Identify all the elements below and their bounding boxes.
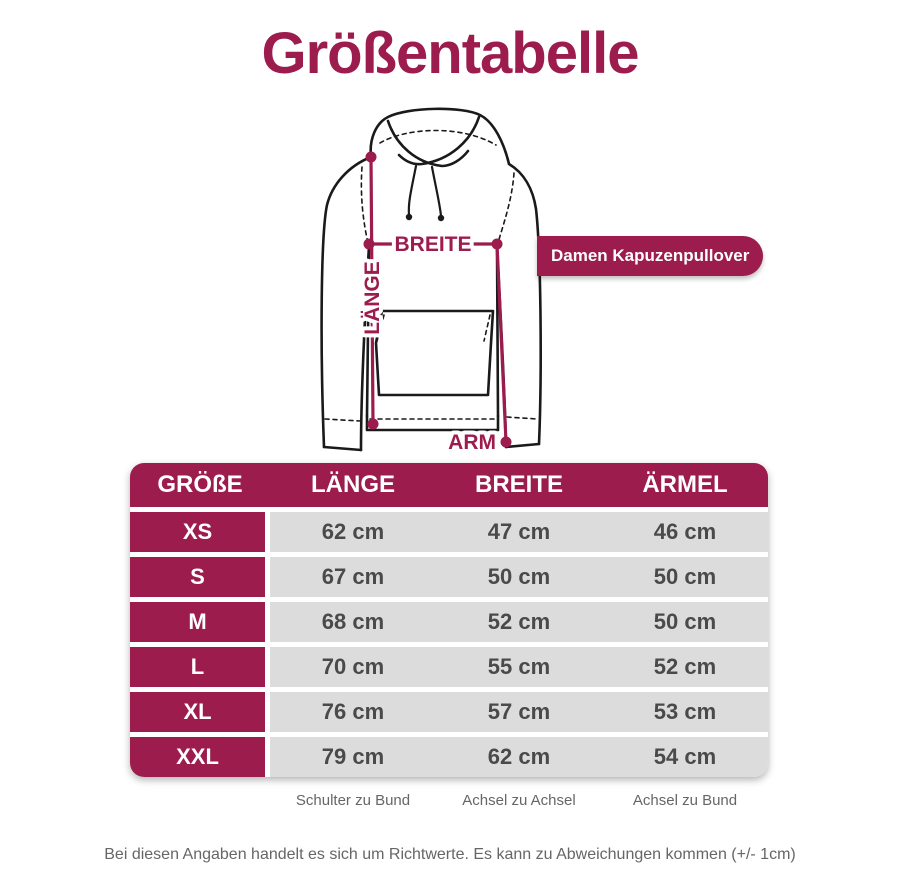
header-laenge: LÄNGE	[311, 471, 395, 498]
row-values: 79 cm 62 cm 54 cm	[270, 737, 768, 777]
row-values: 70 cm 55 cm 52 cm	[270, 647, 768, 687]
size-table: GRÖßE LÄNGE BREITE ÄRMEL XS 62 cm 47 cm …	[130, 463, 768, 777]
arm-measure-line	[495, 242, 508, 444]
breite-value: 55 cm	[487, 654, 551, 679]
table-row-xxl: XXL 79 cm 62 cm 54 cm	[130, 737, 768, 777]
laenge-label: LÄNGE	[361, 261, 384, 335]
table-row-xl: XL 76 cm 57 cm 53 cm	[130, 692, 768, 732]
size-cell: L	[130, 647, 265, 687]
size-table-header: GRÖßE LÄNGE BREITE ÄRMEL	[130, 463, 768, 507]
header-groesse: GRÖßE	[157, 471, 243, 498]
hoodie-diagram: BREITE LÄNGE ARM	[300, 103, 550, 473]
laenge-value: 76 cm	[321, 699, 385, 724]
arm-label: ARM	[448, 431, 496, 454]
table-row-m: M 68 cm 52 cm 50 cm	[130, 602, 768, 642]
aermel-value: 50 cm	[653, 564, 717, 589]
footnote-laenge: Schulter zu Bund	[295, 792, 411, 809]
breite-value: 50 cm	[487, 564, 551, 589]
aermel-value: 53 cm	[653, 699, 717, 724]
breite-label: BREITE	[394, 233, 471, 256]
breite-value: 62 cm	[487, 744, 551, 769]
size-cell: M	[130, 602, 265, 642]
page-title: Größentabelle	[261, 21, 640, 86]
disclaimer-text: Bei diesen Angaben handelt es sich um Ri…	[104, 846, 796, 863]
size-cell: S	[130, 557, 265, 597]
footnote-aermel: Achsel zu Bund	[632, 792, 738, 809]
table-row-s: S 67 cm 50 cm 50 cm	[130, 557, 768, 597]
aermel-value: 54 cm	[653, 744, 717, 769]
breite-value: 57 cm	[487, 699, 551, 724]
measurement-footnotes: Schulter zu Bund Achsel zu Achsel Achsel…	[130, 792, 768, 809]
aermel-value: 52 cm	[653, 654, 717, 679]
row-values: 68 cm 52 cm 50 cm	[270, 602, 768, 642]
breite-value: 52 cm	[487, 609, 551, 634]
aermel-value: 50 cm	[653, 609, 717, 634]
table-row-l: L 70 cm 55 cm 52 cm	[130, 647, 768, 687]
laenge-value: 68 cm	[321, 609, 385, 634]
row-values: 67 cm 50 cm 50 cm	[270, 557, 768, 597]
laenge-measure-line	[369, 155, 375, 426]
row-values: 62 cm 47 cm 46 cm	[270, 512, 768, 552]
size-cell: XXL	[130, 737, 265, 777]
row-values: 76 cm 57 cm 53 cm	[270, 692, 768, 732]
header-aermel: ÄRMEL	[642, 471, 728, 498]
laenge-value: 67 cm	[321, 564, 385, 589]
laenge-value: 70 cm	[321, 654, 385, 679]
product-type-badge: Damen Kapuzenpullover	[537, 236, 764, 276]
laenge-value: 62 cm	[321, 519, 385, 544]
table-row-xs: XS 62 cm 47 cm 46 cm	[130, 512, 768, 552]
size-cell: XS	[130, 512, 265, 552]
hoodie-illustration: BREITE LÄNGE ARM	[320, 107, 542, 458]
aermel-value: 46 cm	[653, 519, 717, 544]
breite-value: 47 cm	[487, 519, 551, 544]
header-breite: BREITE	[474, 471, 563, 498]
size-cell: XL	[130, 692, 265, 732]
laenge-value: 79 cm	[321, 744, 385, 769]
footnote-breite: Achsel zu Achsel	[462, 792, 576, 809]
